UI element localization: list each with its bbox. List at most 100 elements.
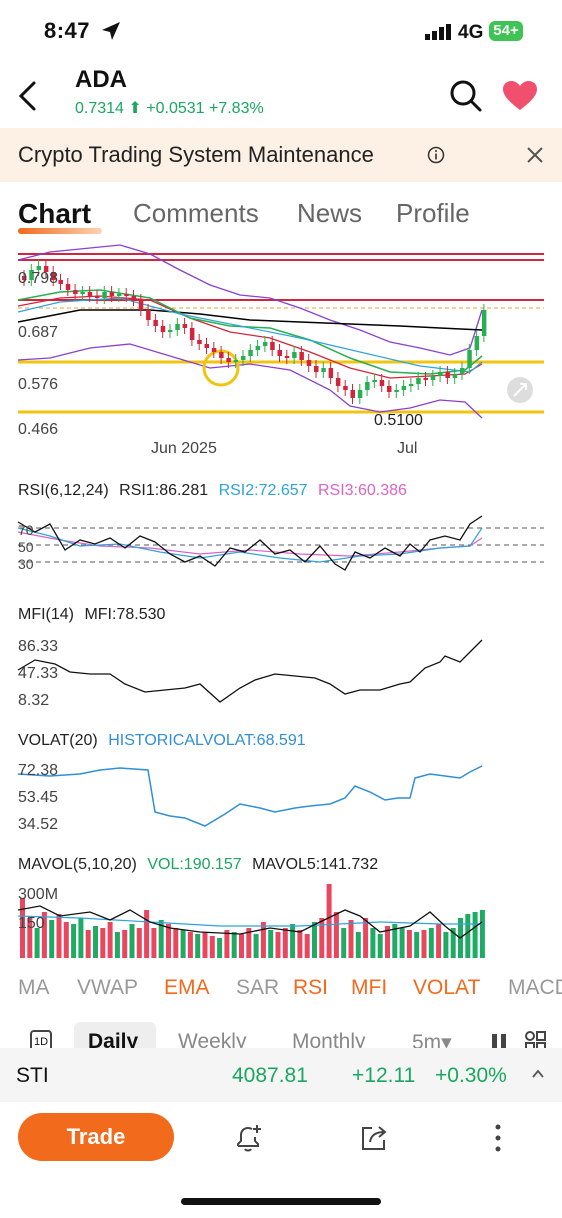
expand-button[interactable] bbox=[507, 377, 533, 403]
status-bar: 8:47 4G 54+ bbox=[0, 0, 562, 62]
indicator-volat[interactable]: VOLAT bbox=[413, 976, 481, 999]
ema-long bbox=[17, 309, 483, 331]
volume-bar bbox=[326, 884, 332, 958]
y-label-1: 0.687 bbox=[18, 324, 59, 341]
candle-type-icon[interactable] bbox=[490, 1030, 508, 1052]
indicator-vwap[interactable]: VWAP bbox=[77, 976, 139, 999]
indicator-sar[interactable]: SAR bbox=[236, 976, 280, 999]
index-ticker[interactable]: STI 4087.81 +12.11 +0.30% bbox=[0, 1048, 562, 1102]
mfi-value: MFI:78.530 bbox=[84, 606, 166, 623]
mfi-chart[interactable] bbox=[0, 632, 562, 712]
mfi-level-1: 47.33 bbox=[18, 665, 59, 682]
indicator-selector: MA VWAP EMA SAR RSI MFI VOLAT MACD bbox=[0, 968, 562, 1008]
candle-body bbox=[146, 310, 151, 320]
volatility-chart[interactable] bbox=[0, 758, 562, 838]
candle-body bbox=[197, 340, 202, 344]
tab-chart-underline bbox=[18, 228, 102, 234]
tab-comments[interactable]: Comments bbox=[133, 198, 259, 228]
candle-body bbox=[58, 280, 63, 284]
period-weekly[interactable]: Weekly bbox=[178, 1030, 247, 1052]
trade-button[interactable]: Trade bbox=[18, 1113, 174, 1161]
mavol5-value: MAVOL5:141.732 bbox=[252, 856, 379, 873]
rsi-title: RSI(6,12,24) bbox=[18, 482, 109, 499]
indicator-macd[interactable]: MACD bbox=[508, 976, 562, 999]
candle-body bbox=[474, 336, 480, 350]
volume-bar bbox=[78, 918, 84, 958]
symbol-title: ADA bbox=[75, 66, 127, 93]
volume-bar bbox=[151, 928, 157, 958]
candle-body bbox=[335, 378, 341, 386]
volume-bar bbox=[107, 922, 113, 958]
candle-body bbox=[248, 350, 253, 356]
candle-body bbox=[175, 324, 180, 330]
candle-body bbox=[438, 372, 443, 376]
candle-body bbox=[365, 382, 370, 390]
indicator-mfi[interactable]: MFI bbox=[351, 976, 388, 999]
rsi1-line bbox=[17, 515, 483, 571]
share-icon[interactable] bbox=[358, 1122, 390, 1154]
volume-bar bbox=[377, 934, 383, 958]
volat-header: VOLAT(20) HISTORICALVOLAT:68.591 bbox=[18, 732, 306, 750]
tab-chart[interactable]: Chart bbox=[18, 198, 92, 229]
candle-body bbox=[138, 300, 144, 310]
candle-body bbox=[372, 380, 377, 382]
alert-bell-icon[interactable] bbox=[232, 1122, 264, 1154]
indicator-ma[interactable]: MA bbox=[18, 976, 50, 999]
mfi-title: MFI(14) bbox=[18, 606, 74, 623]
more-options-icon[interactable] bbox=[494, 1122, 502, 1154]
price: 0.7314 bbox=[75, 100, 124, 117]
price-change-pct: +7.83% bbox=[208, 100, 264, 117]
rsi-level-70: 70 bbox=[18, 522, 34, 538]
candle-body bbox=[423, 378, 428, 380]
candle-body bbox=[160, 326, 166, 332]
tab-profile[interactable]: Profile bbox=[396, 198, 470, 228]
candle-body bbox=[241, 356, 246, 360]
candle-body bbox=[284, 356, 290, 358]
volume-bar bbox=[49, 920, 55, 958]
candle-body bbox=[467, 350, 472, 368]
candle-body bbox=[65, 284, 71, 290]
indicator-rsi[interactable]: RSI bbox=[293, 976, 329, 999]
volume-bar bbox=[443, 932, 449, 958]
candle-body bbox=[350, 390, 355, 398]
candle-body bbox=[80, 292, 85, 294]
price-chart[interactable] bbox=[0, 240, 562, 465]
volume-chart[interactable] bbox=[0, 882, 562, 960]
volume-bar bbox=[63, 922, 69, 958]
close-icon[interactable] bbox=[526, 146, 544, 164]
candle-body bbox=[481, 310, 487, 336]
volume-bar bbox=[421, 930, 427, 958]
volume-bar bbox=[479, 910, 485, 958]
volume-bar bbox=[202, 932, 208, 958]
candle-body bbox=[182, 324, 188, 328]
volume-bar bbox=[71, 924, 77, 958]
ticker-change-pct: +0.30% bbox=[435, 1064, 507, 1087]
favorite-heart-icon[interactable] bbox=[502, 80, 538, 112]
period-5m[interactable]: 5m▾ bbox=[412, 1031, 452, 1052]
volume-bar bbox=[34, 928, 40, 958]
volume-bar bbox=[450, 928, 456, 958]
indicator-ema[interactable]: EMA bbox=[164, 976, 210, 999]
mavol20-line bbox=[17, 915, 482, 927]
candle-body bbox=[270, 342, 275, 350]
candle-body bbox=[255, 346, 261, 350]
period-active-bg bbox=[74, 1022, 156, 1052]
back-arrow-icon[interactable] bbox=[16, 80, 40, 112]
period-daily[interactable]: Daily bbox=[88, 1030, 139, 1052]
period-monthly[interactable]: Monthly bbox=[292, 1030, 366, 1052]
search-icon[interactable] bbox=[449, 79, 483, 113]
ticker-change: +12.11 bbox=[352, 1064, 416, 1087]
mavol-header: MAVOL(5,10,20) VOL:190.157 MAVOL5:141.73… bbox=[18, 856, 378, 874]
candle-body bbox=[73, 290, 78, 294]
candle-body bbox=[321, 368, 326, 372]
rsi-chart[interactable] bbox=[0, 510, 562, 580]
y-label-2: 0.576 bbox=[18, 376, 59, 393]
info-icon[interactable] bbox=[427, 146, 445, 164]
candle-body bbox=[394, 390, 399, 392]
maintenance-banner[interactable]: Crypto Trading System Maintenance bbox=[0, 128, 562, 182]
chevron-up-icon[interactable] bbox=[531, 1068, 545, 1080]
candle-body bbox=[51, 272, 56, 280]
tab-news[interactable]: News bbox=[297, 198, 363, 228]
candle-body bbox=[299, 352, 304, 360]
mavol-level-0: 300M bbox=[18, 886, 59, 903]
